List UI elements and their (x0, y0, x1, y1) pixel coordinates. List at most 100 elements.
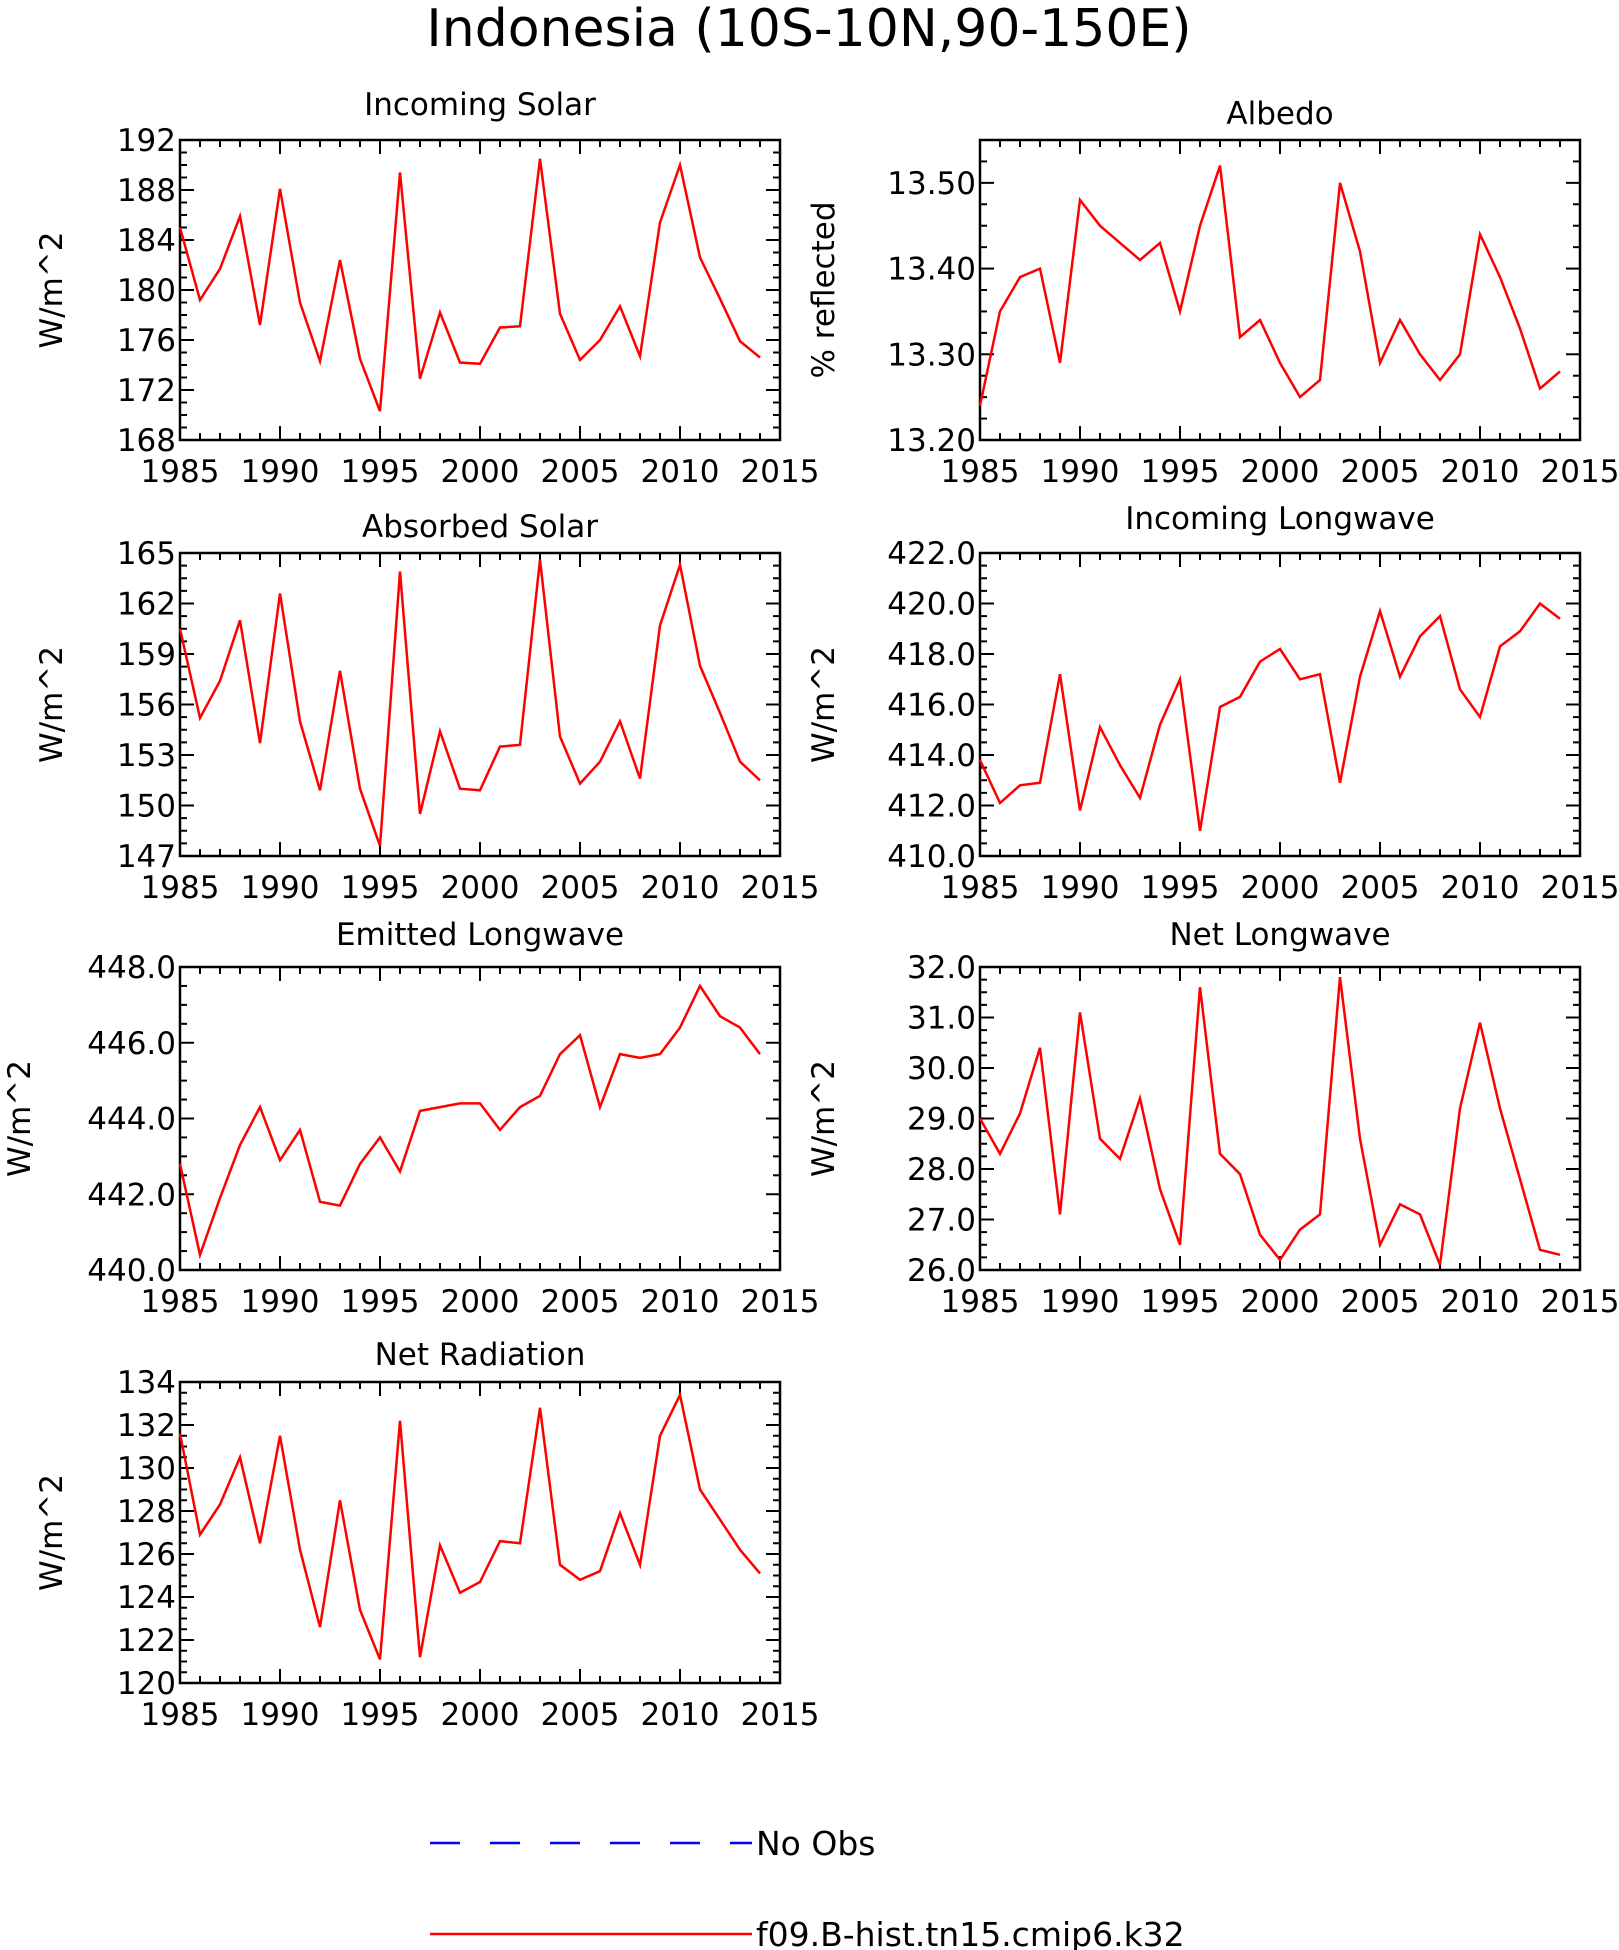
panel-0: Incoming Solar W/m^2 1985 1990 1995 2000 2005 2… (34, 87, 819, 490)
x-tick-label: 2015 (741, 454, 820, 490)
x-tick-label: 1990 (1041, 454, 1120, 490)
x-tick-label: 1995 (341, 870, 420, 906)
y-tick-label: 128 (117, 1494, 176, 1530)
x-tick-label: 2010 (641, 1284, 720, 1320)
y-tick-label: 448.0 (87, 950, 176, 986)
y-tick-label: 165 (117, 536, 176, 572)
y-tick-label: 184 (117, 223, 176, 259)
x-tick-label: 2015 (1541, 1284, 1619, 1320)
x-tick-label: 2015 (1541, 870, 1619, 906)
x-tick-label: 1995 (1141, 454, 1220, 490)
x-tick-label: 1990 (241, 870, 320, 906)
series-line (978, 601, 1561, 831)
x-tick-label: 1995 (341, 1284, 420, 1320)
x-tick-label: 1985 (941, 1284, 1020, 1320)
panel-title: Albedo (1226, 96, 1333, 132)
x-tick-label: 1985 (141, 870, 220, 906)
y-tick-label: 124 (117, 1580, 176, 1616)
x-tick-label: 2015 (741, 1697, 820, 1733)
x-tick-label: 2005 (1341, 454, 1420, 490)
y-tick-label: 30.0 (907, 1051, 976, 1087)
y-tick-label: 159 (117, 637, 176, 673)
x-tick-label: 2010 (1441, 1284, 1520, 1320)
y-axis-label: W/m^2 (34, 646, 70, 763)
y-tick-label: 162 (117, 587, 176, 623)
y-tick-label: 188 (117, 173, 176, 209)
y-tick-label: 13.50 (887, 166, 976, 202)
x-tick-label: 1990 (1041, 1284, 1120, 1320)
x-tick-label: 2000 (441, 1697, 520, 1733)
y-tick-label: 130 (117, 1451, 176, 1487)
x-tick-label: 1995 (1141, 1284, 1220, 1320)
x-tick-label: 2000 (1241, 454, 1320, 490)
y-tick-label: 410.0 (887, 839, 976, 875)
y-tick-label: 414.0 (887, 738, 976, 774)
x-tick-label: 1995 (341, 454, 420, 490)
x-tick-label: 2010 (1441, 454, 1520, 490)
x-tick-label: 2005 (1341, 1284, 1420, 1320)
y-tick-label: 120 (117, 1666, 176, 1702)
y-tick-label: 132 (117, 1408, 176, 1444)
x-tick-label: 1990 (241, 454, 320, 490)
x-tick-label: 1990 (1041, 870, 1120, 906)
x-tick-label: 1985 (941, 454, 1020, 490)
y-tick-label: 28.0 (907, 1152, 976, 1188)
y-tick-label: 150 (117, 789, 176, 825)
series-line (178, 1391, 761, 1660)
y-tick-label: 31.0 (907, 1001, 976, 1037)
x-tick-label: 2015 (1541, 454, 1619, 490)
panel-1: Albedo % reflected 1985 1990 1995 2000 2005 201… (806, 96, 1619, 490)
y-tick-label: 420.0 (887, 587, 976, 623)
x-tick-label: 2000 (1241, 870, 1320, 906)
y-tick-label: 27.0 (907, 1203, 976, 1239)
legend-obs-label: No Obs (756, 1824, 875, 1863)
x-tick-label: 1995 (341, 1697, 420, 1733)
y-tick-label: 176 (117, 323, 176, 359)
y-tick-label: 153 (117, 738, 176, 774)
panel-5: Net Longwave W/m^2 1985 1990 1995 2000 2005 201… (806, 917, 1619, 1320)
x-tick-label: 2000 (441, 454, 520, 490)
x-tick-label: 2000 (1241, 1284, 1320, 1320)
plot-frame (178, 1380, 782, 1685)
series-line (178, 158, 761, 412)
y-axis-label: W/m^2 (34, 1474, 70, 1591)
y-tick-label: 122 (117, 1623, 176, 1659)
x-tick-label: 2000 (441, 1284, 520, 1320)
y-tick-label: 416.0 (887, 688, 976, 724)
y-tick-label: 147 (117, 839, 176, 875)
y-tick-label: 172 (117, 373, 176, 409)
panel-title: Emitted Longwave (336, 917, 624, 953)
x-tick-label: 2005 (541, 1284, 620, 1320)
x-tick-label: 1990 (241, 1284, 320, 1320)
y-tick-label: 446.0 (87, 1026, 176, 1062)
y-tick-label: 442.0 (87, 1177, 176, 1213)
y-axis-label: % reflected (806, 202, 842, 379)
series-line (978, 976, 1561, 1266)
legend: No Obs f09.B-hist.tn15.cmip6.k32 (430, 1824, 1185, 1950)
series-line (178, 983, 761, 1260)
y-tick-label: 134 (117, 1365, 176, 1401)
x-tick-label: 2010 (641, 870, 720, 906)
plot-frame (978, 551, 1582, 858)
plot-frame (178, 138, 782, 442)
series-line (178, 559, 761, 847)
plot-frame (178, 965, 782, 1272)
y-tick-label: 168 (117, 423, 176, 459)
x-tick-label: 2005 (1341, 870, 1420, 906)
y-tick-label: 192 (117, 123, 176, 159)
series-line (978, 165, 1561, 406)
y-axis-label: W/m^2 (806, 646, 842, 763)
y-tick-label: 156 (117, 688, 176, 724)
panel-6: Net Radiation W/m^2 1985 1990 1995 2000 2005 20… (34, 1337, 819, 1733)
plot-frame (178, 551, 782, 858)
panel-title: Incoming Solar (364, 87, 596, 123)
panel-title: Net Longwave (1169, 917, 1390, 953)
y-tick-label: 13.40 (887, 252, 976, 288)
panel-3: Incoming Longwave W/m^2 1985 1990 1995 2000 20… (806, 501, 1619, 906)
y-tick-label: 29.0 (907, 1102, 976, 1138)
y-tick-label: 32.0 (907, 950, 976, 986)
x-tick-label: 2010 (641, 1697, 720, 1733)
panel-2: Absorbed Solar W/m^2 1985 1990 1995 2000 2005 2… (34, 509, 819, 906)
y-tick-label: 422.0 (887, 536, 976, 572)
